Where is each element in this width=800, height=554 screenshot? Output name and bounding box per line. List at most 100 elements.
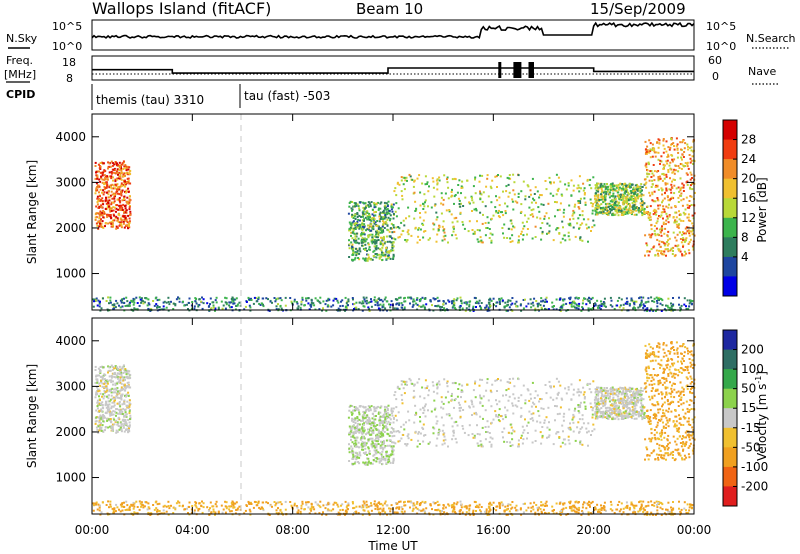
power-echo-cell xyxy=(556,209,559,212)
power-echo-cell xyxy=(215,296,218,299)
power-echo-cell xyxy=(517,241,520,244)
power-echo-cell xyxy=(106,176,109,179)
velocity-echo-cell xyxy=(206,506,209,509)
velocity-echo-cell xyxy=(146,508,149,511)
power-echo-cell xyxy=(124,204,127,207)
power-echo-cell xyxy=(562,215,565,218)
power-echo-cell xyxy=(381,212,384,214)
power-echo-cell xyxy=(621,183,624,185)
power-echo-cell xyxy=(693,234,696,237)
velocity-echo-cell xyxy=(217,511,220,514)
power-echo-cell xyxy=(662,144,665,147)
power-echo-cell xyxy=(279,304,282,307)
velocity-echo-cell xyxy=(187,505,190,508)
power-echo-cell xyxy=(415,298,418,301)
velocity-echo-cell xyxy=(98,402,101,405)
power-echo-cell xyxy=(368,212,371,215)
power-echo-cell xyxy=(123,211,126,213)
velocity-echo-cell xyxy=(105,385,108,388)
power-echo-cell xyxy=(544,180,547,182)
power-echo-cell xyxy=(119,299,122,302)
power-echo-cell xyxy=(670,191,673,194)
velocity-echo-cell xyxy=(103,386,106,389)
power-echo-cell xyxy=(357,257,360,259)
power-echo-cell xyxy=(361,214,364,217)
power-echo-cell xyxy=(393,307,396,310)
power-echo-cell xyxy=(476,238,479,241)
power-echo-cell xyxy=(650,228,653,231)
velocity-echo-cell xyxy=(104,426,107,428)
velocity-echo-cell xyxy=(452,509,455,512)
power-echo-cell xyxy=(512,189,515,192)
power-echo-cell xyxy=(417,227,420,230)
power-echo-cell xyxy=(110,221,113,224)
power-echo-cell xyxy=(630,195,633,198)
power-echo-cell xyxy=(381,242,383,245)
power-echo-cell xyxy=(363,218,366,221)
power-echo-cell xyxy=(369,233,372,236)
power-echo-cell xyxy=(120,163,123,166)
power-echo-cell xyxy=(598,304,601,307)
power-echo-cell xyxy=(112,187,115,190)
power-echo-cell xyxy=(680,192,683,195)
power-echo-cell xyxy=(441,306,443,309)
power-echo-cell xyxy=(645,181,648,184)
power-echo-cell xyxy=(472,232,475,235)
power-echo-cell xyxy=(653,190,656,193)
power-echo-cell xyxy=(365,299,368,302)
velocity-echo-cell xyxy=(460,506,463,509)
velocity-echo-cell xyxy=(451,510,454,513)
power-echo-cell xyxy=(486,216,489,219)
power-echo-cell xyxy=(403,176,406,179)
velocity-echo-cell xyxy=(522,503,525,505)
power-echo-cell xyxy=(355,222,358,225)
velocity-echo-cell xyxy=(472,511,475,514)
velocity-echo-cell xyxy=(398,500,401,503)
power-echo-cell xyxy=(118,224,121,227)
velocity-echo-cell xyxy=(685,509,687,512)
power-echo-cell xyxy=(486,309,489,312)
velocity-echo-cell xyxy=(132,507,135,510)
velocity-echo-cell xyxy=(451,506,453,509)
power-echo-cell xyxy=(680,186,683,189)
velocity-echo-cell xyxy=(110,425,113,428)
power-echo-cell xyxy=(129,301,131,304)
power-echo-cell xyxy=(675,239,678,242)
power-echo-cell xyxy=(572,209,575,212)
power-echo-cell xyxy=(625,297,628,300)
velocity-echo-cell xyxy=(268,514,271,516)
power-echo-cell xyxy=(462,223,465,226)
velocity-echo-cell xyxy=(488,510,491,513)
power-echo-cell xyxy=(395,226,398,229)
velocity-echo-cell xyxy=(353,512,355,514)
power-echo-cell xyxy=(570,305,573,308)
power-echo-cell xyxy=(660,187,663,190)
velocity-echo-cell xyxy=(373,503,376,505)
power-echo-cell xyxy=(684,142,687,145)
velocity-echo-cell xyxy=(639,507,642,510)
power-echo-cell xyxy=(268,310,271,312)
power-echo-cell xyxy=(630,212,633,214)
power-echo-cell xyxy=(652,210,655,212)
power-echo-cell xyxy=(546,232,548,235)
velocity-echo-cell xyxy=(113,511,116,514)
velocity-echo-cell xyxy=(344,500,347,503)
velocity-echo-cell xyxy=(356,456,359,459)
power-echo-cell xyxy=(96,201,99,204)
power-echo-cell xyxy=(367,243,370,246)
power-echo-cell xyxy=(618,186,621,189)
velocity-echo-cell xyxy=(128,399,131,402)
power-echo-cell xyxy=(506,237,509,239)
power-echo-cell xyxy=(399,296,402,299)
power-echo-cell xyxy=(401,306,403,309)
power-echo-cell xyxy=(575,303,578,306)
power-echo-cell xyxy=(387,254,390,257)
power-echo-cell xyxy=(128,166,131,169)
power-echo-cell xyxy=(367,205,370,208)
power-echo-cell xyxy=(339,305,342,308)
power-echo-cell xyxy=(324,303,327,306)
velocity-echo-cell xyxy=(618,510,621,513)
power-echo-cell xyxy=(645,242,648,245)
power-echo-cell xyxy=(627,209,630,212)
power-echo-cell xyxy=(508,306,511,309)
